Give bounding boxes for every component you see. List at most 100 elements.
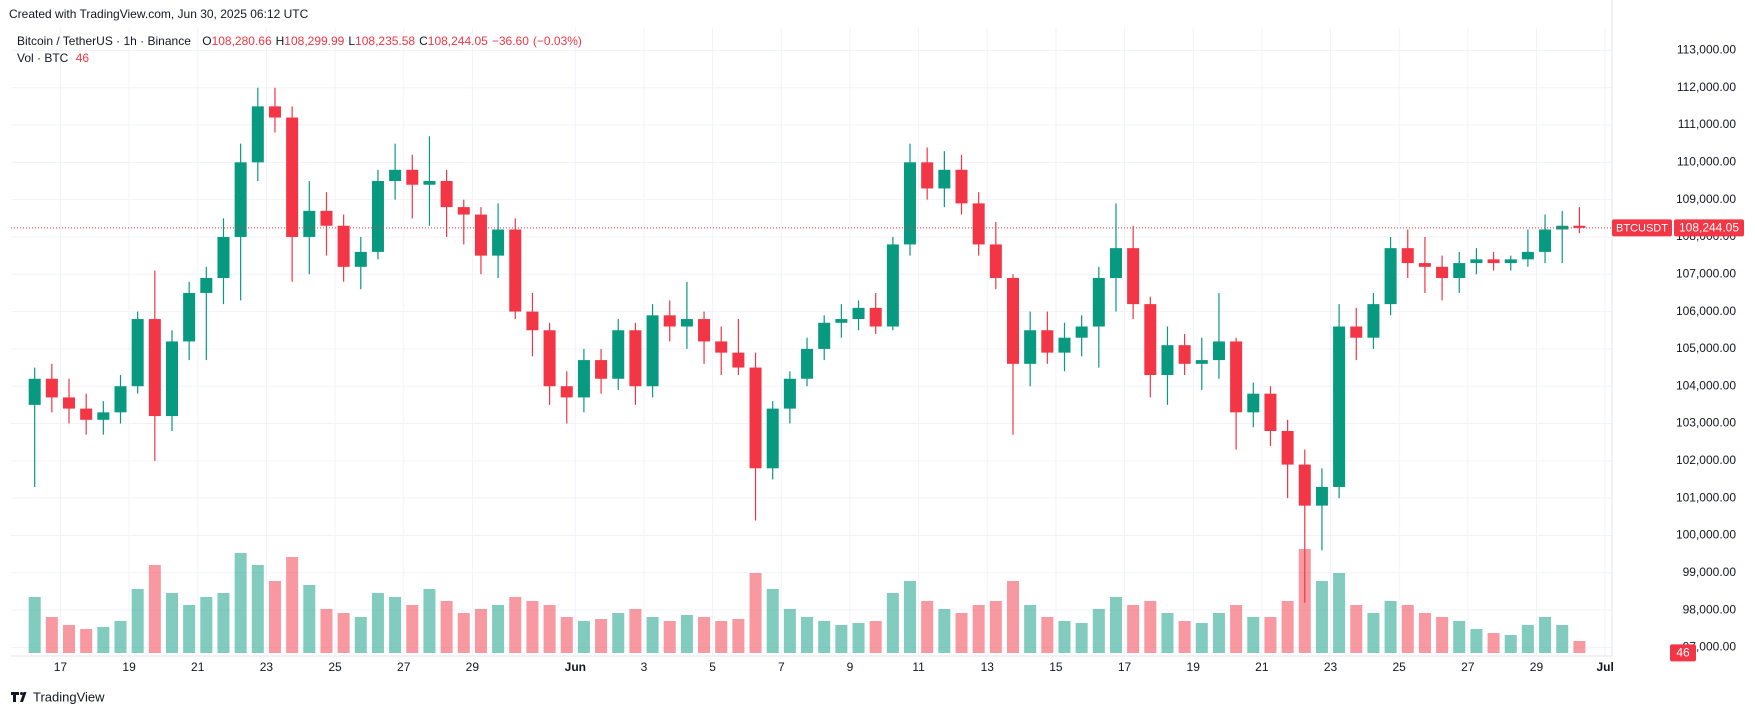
volume-bar <box>406 605 419 653</box>
volume-bar <box>148 565 161 653</box>
x-tick-label: 17 <box>1118 660 1132 674</box>
candle-body <box>749 367 762 469</box>
source-note: Created with TradingView.com, Jun 30, 20… <box>9 7 309 21</box>
volume-bar <box>852 623 865 653</box>
y-tick-label: 109,000.00 <box>1676 192 1736 206</box>
candle-body <box>766 408 779 469</box>
volume-bar <box>1006 581 1020 653</box>
x-tick-label: 21 <box>1255 660 1269 674</box>
candle-body <box>423 180 436 185</box>
volume-bar <box>612 613 625 653</box>
candle-body <box>1350 326 1363 338</box>
volume-bar <box>646 617 659 653</box>
candle-body <box>1333 326 1346 487</box>
volume-bar <box>165 593 178 653</box>
candle-body <box>28 378 41 405</box>
volume-bar <box>1418 613 1431 653</box>
volume-bar <box>457 613 470 653</box>
candle-body <box>406 169 419 185</box>
x-tick-label: 29 <box>1530 660 1544 674</box>
volume-bar <box>663 621 676 653</box>
ohlc-value: 108,280.66 <box>211 34 272 48</box>
volume-bar <box>1075 623 1088 653</box>
y-tick-label: 111,000.00 <box>1678 117 1737 131</box>
volume-bar <box>303 585 316 653</box>
volume-bar <box>1041 617 1054 653</box>
candle-body <box>1367 304 1380 338</box>
ohlc-key: H <box>275 34 285 48</box>
candle-body <box>818 322 831 349</box>
y-tick-label: 104,000.00 <box>1676 378 1736 392</box>
y-tick-label: 98,000.00 <box>1683 602 1737 616</box>
candle-body <box>474 214 487 256</box>
brand-logo <box>11 692 27 702</box>
volume-bar <box>886 593 899 653</box>
volume-bar <box>45 617 58 653</box>
volume-bar <box>234 553 247 653</box>
volume-bar <box>131 589 144 653</box>
volume-legend-name: Vol · BTC <box>17 51 69 65</box>
x-tick-label: 27 <box>1461 660 1475 674</box>
candle-body <box>337 225 350 267</box>
candle-body <box>1453 263 1466 279</box>
last-price-label: 108,244.05 <box>1679 221 1739 235</box>
x-tick-label: 11 <box>912 660 925 674</box>
candle-body <box>646 315 659 387</box>
volume-bar <box>268 581 281 653</box>
volume-bar <box>1453 621 1466 653</box>
x-tick-label: 23 <box>260 660 274 674</box>
volume-bar <box>904 581 917 653</box>
volume-bar <box>1556 625 1569 653</box>
candle-body <box>1006 278 1020 364</box>
volume-bar <box>200 597 213 653</box>
y-tick-label: 105,000.00 <box>1676 341 1736 355</box>
candle-body <box>1212 341 1225 361</box>
volume-bar <box>1024 605 1037 653</box>
volume-bar <box>732 619 745 653</box>
volume-bar <box>595 619 608 653</box>
x-tick-label: 7 <box>778 660 785 674</box>
y-tick-label: 113,000.00 <box>1677 43 1736 57</box>
volume-bar <box>509 597 522 653</box>
candle-body <box>1075 326 1088 338</box>
y-tick-label: 99,000.00 <box>1683 565 1737 579</box>
candle-body <box>663 315 676 327</box>
change: −36.60 <box>491 34 529 48</box>
volume-bar <box>474 609 487 653</box>
candle-body <box>1573 225 1586 228</box>
candle-body <box>320 210 333 226</box>
last-price-tag <box>1674 219 1744 237</box>
ohlc-value: 108,299.99 <box>284 34 345 48</box>
candle-body <box>886 244 899 327</box>
volume-bar <box>1247 617 1260 653</box>
volume-tag <box>1670 644 1696 662</box>
y-tick-label: 110,000.00 <box>1677 155 1736 169</box>
volume-bar <box>835 625 848 653</box>
candle-body <box>97 412 110 420</box>
volume-bar <box>423 589 436 653</box>
candle-body <box>183 292 196 342</box>
volume-bar <box>371 593 384 653</box>
candle-body <box>114 386 127 413</box>
volume-bar <box>801 617 814 653</box>
candle-body <box>165 341 178 417</box>
candle-body <box>904 162 917 245</box>
volume-bar <box>955 613 968 653</box>
volume-bar <box>1092 609 1105 653</box>
volume-bar <box>1470 629 1483 653</box>
volume-bar <box>80 629 93 653</box>
x-tick-label: Jul <box>1596 660 1613 674</box>
volume-legend-value: 46 <box>75 51 90 65</box>
ohlc-legend: Bitcoin / TetherUS · 1h · Binance O108,2… <box>17 34 582 48</box>
y-tick-label: 103,000.00 <box>1676 416 1736 430</box>
candle-body <box>869 307 882 327</box>
volume-bar <box>183 605 196 653</box>
candle-body <box>1161 345 1174 376</box>
volume-bar <box>320 609 333 653</box>
candle-body <box>1092 278 1105 327</box>
candle-body <box>303 210 316 237</box>
volume-bar <box>1281 601 1294 653</box>
candle-body <box>371 180 384 252</box>
candle-body <box>612 330 625 379</box>
